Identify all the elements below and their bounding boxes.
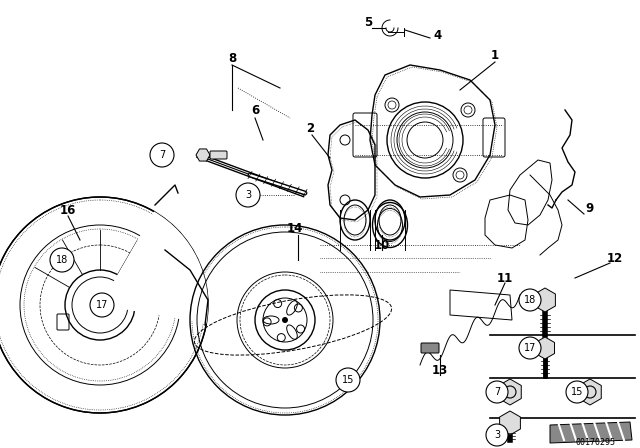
Circle shape bbox=[519, 337, 541, 359]
Text: 14: 14 bbox=[287, 221, 303, 234]
Text: 1: 1 bbox=[491, 48, 499, 61]
Text: 2: 2 bbox=[306, 121, 314, 134]
Text: 15: 15 bbox=[571, 387, 583, 397]
Circle shape bbox=[282, 317, 288, 323]
Wedge shape bbox=[100, 211, 208, 324]
Text: 5: 5 bbox=[364, 16, 372, 29]
Text: 3: 3 bbox=[494, 430, 500, 440]
Text: 17: 17 bbox=[524, 343, 536, 353]
Text: 3: 3 bbox=[245, 190, 251, 200]
Text: 7: 7 bbox=[159, 150, 165, 160]
Circle shape bbox=[336, 368, 360, 392]
Text: 8: 8 bbox=[228, 52, 236, 65]
Text: 10: 10 bbox=[374, 238, 390, 251]
Polygon shape bbox=[550, 422, 632, 443]
Text: 11: 11 bbox=[497, 271, 513, 284]
Circle shape bbox=[150, 143, 174, 167]
Text: 9: 9 bbox=[586, 202, 594, 215]
Text: 4: 4 bbox=[434, 29, 442, 42]
FancyBboxPatch shape bbox=[210, 151, 227, 159]
FancyBboxPatch shape bbox=[421, 343, 439, 353]
Text: 13: 13 bbox=[432, 363, 448, 376]
Text: 18: 18 bbox=[524, 295, 536, 305]
Text: 16: 16 bbox=[60, 203, 76, 216]
Text: 17: 17 bbox=[96, 300, 108, 310]
Text: 18: 18 bbox=[56, 255, 68, 265]
Circle shape bbox=[486, 424, 508, 446]
Text: 00170295: 00170295 bbox=[575, 438, 615, 447]
Circle shape bbox=[566, 381, 588, 403]
Circle shape bbox=[236, 183, 260, 207]
Circle shape bbox=[50, 248, 74, 272]
Circle shape bbox=[90, 293, 114, 317]
Circle shape bbox=[519, 289, 541, 311]
Text: 12: 12 bbox=[607, 251, 623, 264]
Text: 15: 15 bbox=[342, 375, 354, 385]
Text: 6: 6 bbox=[251, 103, 259, 116]
Circle shape bbox=[486, 381, 508, 403]
Text: 7: 7 bbox=[494, 387, 500, 397]
